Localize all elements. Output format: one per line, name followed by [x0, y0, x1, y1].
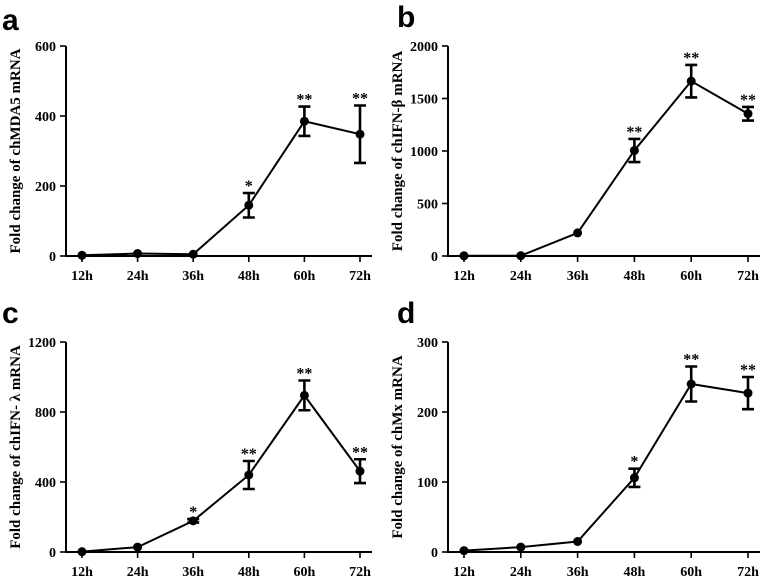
significance-label: **: [296, 366, 312, 383]
data-point: [459, 251, 469, 261]
x-tick-label: 48h: [624, 565, 646, 576]
panel-letter: b: [397, 1, 415, 34]
data-point: [77, 547, 87, 557]
y-tick-label: 400: [35, 476, 56, 491]
y-tick-label: 1000: [410, 145, 438, 160]
data-point: [743, 388, 753, 398]
data-point: [573, 537, 583, 546]
data-point: [299, 116, 309, 126]
y-tick-label: 100: [417, 476, 438, 491]
significance-label: **: [683, 50, 699, 67]
y-tick-label: 600: [35, 40, 56, 55]
y-tick-label: 200: [35, 180, 56, 195]
data-point: [629, 145, 639, 155]
data-point: [629, 473, 639, 483]
data-point: [188, 516, 198, 526]
x-tick-label: 24h: [510, 269, 532, 284]
data-point: [516, 251, 526, 261]
data-point: [188, 249, 198, 259]
data-point: [133, 249, 143, 259]
x-tick-label: 12h: [71, 565, 93, 576]
y-tick-label: 0: [431, 546, 438, 561]
significance-label: *: [245, 178, 253, 195]
series-line: [463, 382, 749, 552]
panel-a: a 0 200 400 600 12h 24h 36h 48h 60h 72h Fold change…: [2, 4, 372, 284]
x-tick-label: 72h: [349, 565, 371, 576]
panel-letter: c: [2, 297, 19, 330]
data-point: [516, 542, 526, 552]
panel-letter: d: [397, 297, 415, 330]
data-point: [244, 200, 254, 210]
data-point: [355, 129, 365, 139]
y-tick-label: 0: [431, 250, 438, 265]
y-tick-label: 2000: [410, 40, 438, 55]
x-tick-label: 48h: [624, 269, 646, 284]
data-point: [77, 250, 87, 260]
x-tick-label: 72h: [737, 269, 759, 284]
significance-label: **: [352, 444, 368, 461]
x-tick-label: 60h: [680, 269, 702, 284]
x-tick-label: 36h: [567, 565, 589, 576]
data-point: [299, 390, 309, 400]
x-tick-label: 12h: [453, 565, 475, 576]
significance-label: **: [626, 124, 642, 141]
data-point: [244, 470, 254, 480]
data-point: [573, 228, 583, 238]
x-tick-label: 60h: [294, 565, 316, 576]
data-point: [686, 76, 696, 86]
significance-label: *: [630, 454, 638, 471]
panel-d: d 0 100 200 300 12h 24h 36h 48h 60h 72h Fold change…: [390, 297, 760, 576]
significance-label: **: [740, 92, 756, 109]
x-tick-label: 72h: [737, 565, 759, 576]
x-tick-label: 24h: [127, 269, 149, 284]
data-point: [743, 109, 753, 119]
panel-c: c 0 400 800 1200 12h 24h 36h 48h 60h 72h Fold chang…: [2, 297, 372, 576]
x-tick-label: 12h: [453, 269, 475, 284]
series-line: [81, 393, 361, 553]
panel-b: b 0 500 1000 1500 2000 12h 24h 36h 48h 60h 72h Fold …: [390, 1, 760, 284]
x-tick-label: 24h: [127, 565, 149, 576]
x-tick-label: 36h: [182, 269, 204, 284]
x-tick-label: 12h: [71, 269, 93, 284]
significance-label: *: [189, 504, 197, 521]
y-tick-label: 0: [49, 546, 56, 561]
x-tick-label: 36h: [182, 565, 204, 576]
y-tick-label: 400: [35, 110, 56, 125]
x-tick-label: 72h: [349, 269, 371, 284]
significance-label: **: [241, 446, 257, 463]
significance-label: **: [683, 352, 699, 369]
x-tick-label: 60h: [680, 565, 702, 576]
data-point: [133, 542, 143, 552]
significance-label: **: [740, 362, 756, 379]
data-point: [459, 546, 469, 556]
significance-label: **: [296, 92, 312, 109]
panel-letter: a: [2, 4, 19, 37]
y-tick-label: 800: [35, 406, 56, 421]
y-tick-label: 300: [417, 336, 438, 351]
y-axis-label: Fold change of chMx mRNA: [390, 355, 406, 538]
y-axis-label: Fold change of chIFN- λ mRNA: [8, 345, 24, 549]
y-tick-label: 500: [417, 198, 438, 213]
x-tick-label: 36h: [567, 269, 589, 284]
y-tick-label: 1500: [410, 93, 438, 108]
y-axis-label: Fold change of chMDA5 mRNA: [8, 48, 24, 253]
significance-label: **: [352, 91, 368, 108]
y-axis-label: Fold change of chIFN-β mRNA: [390, 51, 406, 252]
x-tick-label: 48h: [238, 269, 260, 284]
x-tick-label: 24h: [510, 565, 532, 576]
y-tick-label: 200: [417, 406, 438, 421]
y-tick-label: 1200: [28, 336, 56, 351]
series-line: [463, 79, 749, 257]
x-tick-label: 60h: [294, 269, 316, 284]
y-tick-label: 0: [49, 250, 56, 265]
data-point: [355, 466, 365, 476]
data-point: [686, 379, 696, 389]
series-line: [81, 120, 361, 257]
x-tick-label: 48h: [238, 565, 260, 576]
